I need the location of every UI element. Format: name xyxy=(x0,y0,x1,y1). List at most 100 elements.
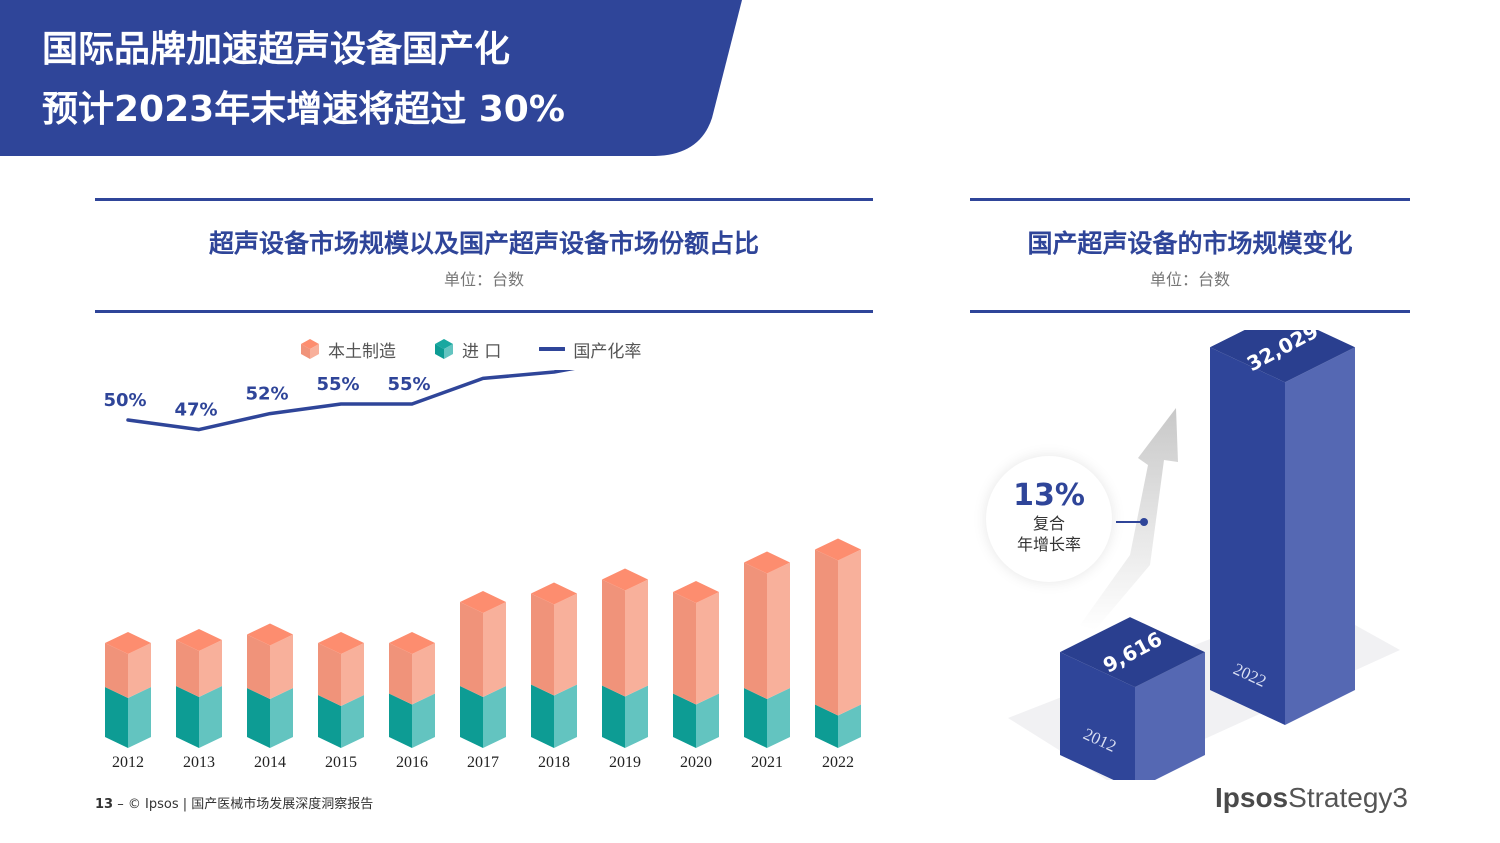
bar-domestic-2020-left-face xyxy=(673,592,696,705)
right-panel-bottom-rule xyxy=(970,310,1410,313)
page-title-line-1: 国际品牌加速超声设备国产化 xyxy=(42,29,511,70)
title-banner-shape xyxy=(0,0,742,156)
bar-domestic-2016-top-face xyxy=(389,632,435,654)
left-panel-unit: 单位：台数 xyxy=(443,270,524,289)
bar-import-2020-right-face xyxy=(696,693,719,748)
x-tick-label: 2022 xyxy=(822,754,854,771)
x-tick-label: 2013 xyxy=(183,754,215,771)
bar-2012 xyxy=(105,632,151,748)
cube-domestic-icon xyxy=(301,339,319,359)
x-tick-label: 2019 xyxy=(609,754,641,771)
page-number: 13 xyxy=(95,797,114,812)
footer-text: © Ipsos | 国产医械市场发展深度洞察报告 xyxy=(127,797,374,812)
bar-domestic-2019-right-face xyxy=(625,579,648,697)
bar-2020 xyxy=(673,581,719,748)
title-banner xyxy=(0,0,742,156)
bar-import-2012-left-face xyxy=(105,687,128,748)
page-title-line-2: 预计2023年末增速将超过 30% xyxy=(42,89,565,130)
cagr-value: 13% xyxy=(1013,478,1085,513)
bar-domestic-2018-right-face xyxy=(554,593,577,696)
bar-import-2019-left-face xyxy=(602,685,625,748)
bar-2014 xyxy=(247,623,293,748)
footer-dash: – xyxy=(117,797,124,812)
bar-import-2016-left-face xyxy=(389,693,412,748)
bar-import-2013-right-face xyxy=(199,686,222,748)
logo-brand: Ipsos xyxy=(1215,782,1289,813)
growth-arrow-icon xyxy=(1080,408,1178,630)
bar-import-2020-left-face xyxy=(673,693,696,748)
bar-import-2017-right-face xyxy=(483,686,506,748)
bar-domestic-2013-top-face xyxy=(176,629,222,651)
bar-import-2013-left-face xyxy=(176,686,199,748)
bar-2017 xyxy=(460,591,506,748)
bar-domestic-2016-right-face xyxy=(412,643,435,705)
rate-data-label: 55% xyxy=(387,374,430,395)
bar-2013 xyxy=(176,629,222,748)
bar-domestic-2022-right-face xyxy=(838,549,861,716)
bar-domestic-2015-right-face xyxy=(341,643,364,706)
bar-domestic-2020-right-face xyxy=(696,592,719,705)
x-tick-label: 2017 xyxy=(467,754,499,771)
localization-rate-line xyxy=(126,370,575,432)
bar-domestic-2018-top-face xyxy=(531,582,577,605)
bar-import-2018-left-face xyxy=(531,684,554,748)
logo-suffix: Strategy3 xyxy=(1288,782,1408,813)
legend-item-domestic: 本土制造 xyxy=(300,337,396,362)
cagr-badge: 13% 复合 年增长率 xyxy=(986,456,1112,582)
bar-domestic-2018-left-face xyxy=(531,593,554,696)
bar-import-2015-left-face xyxy=(318,695,341,748)
bar-domestic-2012-top-face xyxy=(105,632,151,654)
bar-import-2021-left-face xyxy=(744,688,767,748)
domestic-bar-2022-side-face xyxy=(1285,347,1355,725)
bar-import-2014-left-face xyxy=(247,688,270,748)
right-panel-unit: 单位：台数 xyxy=(1149,270,1230,289)
bar-domestic-2022-top-face xyxy=(815,538,861,561)
bar-domestic-2015-left-face xyxy=(318,643,341,706)
bar-domestic-2021-right-face xyxy=(767,562,790,699)
stacked-bar-chart: 2012 2013 2014 2015 2016 2017 2018 2019 2020 2021… xyxy=(103,370,861,771)
bar-domestic-2015-top-face xyxy=(318,632,364,654)
legend-label-rate: 国产化率 xyxy=(573,341,642,362)
bar-import-2012-right-face xyxy=(128,687,151,748)
legend-label-import: 进 口 xyxy=(462,341,502,362)
bar-import-2022-right-face xyxy=(838,704,861,748)
bar-domestic-2013-left-face xyxy=(176,640,199,697)
cagr-label-line-1: 复合 xyxy=(1032,514,1065,533)
bar-import-2014-right-face xyxy=(270,688,293,748)
left-panel-title: 超声设备市场规模以及国产超声设备市场份额占比 xyxy=(208,229,759,258)
legend-item-import: 进 口 xyxy=(434,337,501,362)
x-tick-label: 2014 xyxy=(254,754,286,771)
bar-import-2016-right-face xyxy=(412,693,435,748)
x-tick-label: 2020 xyxy=(680,754,712,771)
left-panel-top-rule xyxy=(95,198,873,201)
bar-2018 xyxy=(531,582,577,748)
bar-2021 xyxy=(744,551,790,748)
legend-item-rate: 国产化率 xyxy=(539,337,641,362)
domestic-bar-2012 xyxy=(1060,617,1205,780)
rate-data-label: 55% xyxy=(316,374,359,395)
bar-2016 xyxy=(389,632,435,748)
bar-import-2017-left-face xyxy=(460,686,483,748)
line-rate-icon xyxy=(539,347,566,351)
bar-domestic-2012-right-face xyxy=(128,643,151,698)
left-panel-bottom-rule xyxy=(95,310,873,313)
bar-import-2019-right-face xyxy=(625,685,648,748)
x-tick-label: 2018 xyxy=(538,754,570,771)
bar-import-2015-right-face xyxy=(341,695,364,748)
right-panel-top-rule xyxy=(970,198,1410,201)
bar-import-2018-right-face xyxy=(554,684,577,748)
cube-import-icon xyxy=(435,339,453,359)
x-tick-label: 2012 xyxy=(112,754,144,771)
domestic-bar-2022-front-face xyxy=(1210,347,1285,725)
cagr-connector-dot xyxy=(1140,518,1148,526)
x-tick-label: 2016 xyxy=(396,754,428,771)
bar-domestic-2013-right-face xyxy=(199,640,222,697)
ipsos-strategy3-logo: IpsosStrategy3 xyxy=(1215,782,1408,814)
bar-domestic-2022-left-face xyxy=(815,549,838,716)
bar-domestic-2019-top-face xyxy=(602,568,648,591)
bar-domestic-2019-left-face xyxy=(602,579,625,697)
domestic-bar-2012-side-face xyxy=(1135,652,1205,780)
rate-data-label: 52% xyxy=(245,384,288,405)
bar-import-2022-left-face xyxy=(815,704,838,748)
